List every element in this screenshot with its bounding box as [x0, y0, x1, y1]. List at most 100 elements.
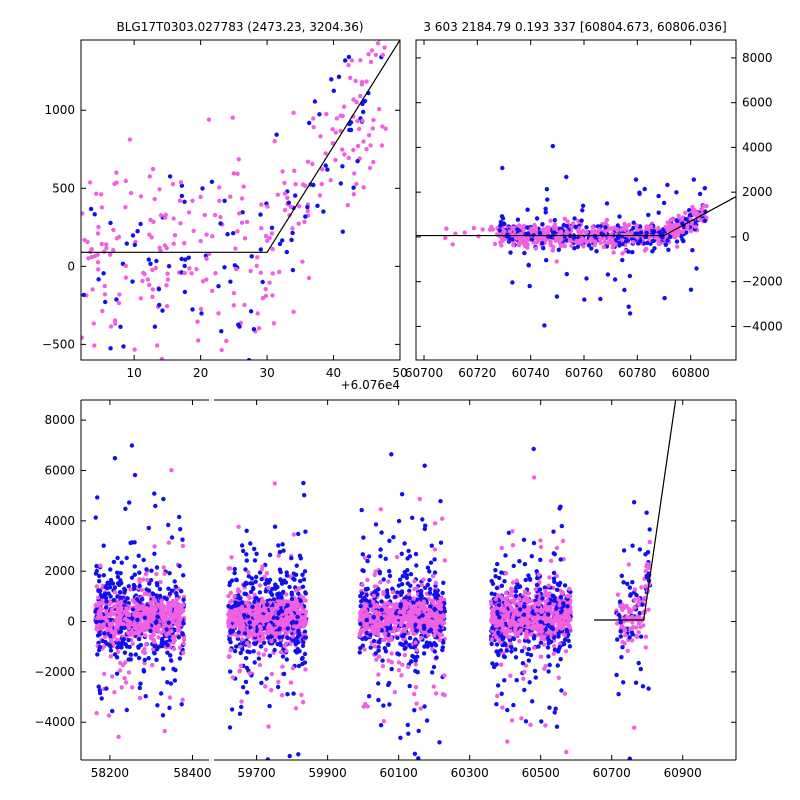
data-point [674, 222, 680, 228]
x-tick-label: 40 [326, 366, 341, 380]
data-point [413, 662, 418, 667]
data-point [122, 616, 128, 622]
data-point [388, 626, 393, 631]
data-point [271, 615, 276, 620]
data-point [432, 557, 437, 562]
data-point [161, 629, 166, 634]
data-point [579, 218, 584, 223]
data-point [302, 569, 308, 574]
data-point [443, 235, 448, 241]
data-point [96, 224, 101, 230]
data-point [158, 603, 164, 608]
data-point [378, 580, 383, 585]
data-point [179, 702, 184, 707]
data-point [98, 612, 103, 617]
data-point [444, 226, 449, 231]
data-point [247, 649, 252, 655]
data-point [368, 59, 374, 65]
data-point [134, 597, 140, 602]
data-point [146, 525, 151, 531]
data-point [216, 284, 221, 289]
data-point [132, 472, 138, 478]
data-point [407, 554, 413, 559]
data-point [137, 570, 142, 575]
data-point [235, 229, 240, 234]
data-point [108, 654, 114, 659]
data-point [136, 553, 141, 558]
data-point [290, 226, 295, 231]
data-point [357, 631, 362, 637]
data-point [119, 560, 125, 565]
data-point [615, 228, 620, 233]
data-point [400, 662, 405, 667]
data-point [198, 306, 204, 312]
data-point [130, 233, 136, 238]
data-point [372, 572, 377, 578]
data-point [361, 568, 366, 574]
data-point [584, 230, 589, 235]
data-point [118, 660, 123, 666]
data-point [543, 210, 548, 215]
data-point [168, 653, 173, 658]
data-point [556, 675, 561, 680]
data-point [123, 506, 128, 511]
data-point [384, 594, 389, 599]
data-point [422, 630, 427, 635]
data-point [672, 230, 678, 235]
data-point [218, 214, 223, 220]
data-point [174, 604, 180, 610]
data-point [407, 683, 412, 689]
data-point [602, 240, 608, 245]
data-point [630, 250, 635, 255]
data-point [196, 338, 201, 343]
data-point [284, 249, 289, 255]
data-point [254, 551, 259, 556]
data-point [278, 578, 283, 583]
data-point [140, 597, 145, 602]
data-point [394, 611, 399, 616]
data-point [243, 656, 249, 661]
data-point [359, 599, 364, 604]
data-point [515, 217, 521, 222]
data-point [502, 229, 507, 234]
data-point [132, 564, 137, 569]
data-point [137, 577, 142, 582]
data-point [523, 577, 528, 583]
data-point [295, 604, 300, 609]
data-point [95, 652, 100, 657]
data-point [311, 116, 316, 121]
data-point [180, 543, 186, 549]
data-point [253, 595, 259, 601]
data-point [303, 667, 308, 672]
data-point [111, 248, 116, 253]
data-point [167, 174, 173, 179]
data-point [298, 556, 303, 561]
data-point [124, 707, 129, 713]
data-point [317, 112, 322, 117]
data-point [132, 347, 137, 352]
data-point [117, 668, 123, 673]
data-point [86, 256, 91, 261]
data-point [113, 604, 118, 609]
data-point [134, 605, 140, 611]
data-point [231, 231, 236, 236]
data-point [261, 652, 267, 657]
data-point [519, 648, 525, 654]
data-point [102, 631, 107, 636]
data-point [285, 692, 290, 697]
data-point [264, 571, 270, 576]
data-point [162, 728, 167, 734]
data-point [94, 191, 99, 196]
data-point [161, 565, 166, 570]
data-point [688, 287, 694, 292]
data-point [634, 223, 639, 228]
data-point [399, 492, 405, 497]
data-point [364, 147, 369, 152]
data-point [244, 608, 249, 613]
data-point [434, 610, 440, 616]
data-point [250, 585, 256, 591]
data-point [360, 582, 365, 588]
data-point [97, 600, 102, 606]
data-point [142, 657, 147, 663]
